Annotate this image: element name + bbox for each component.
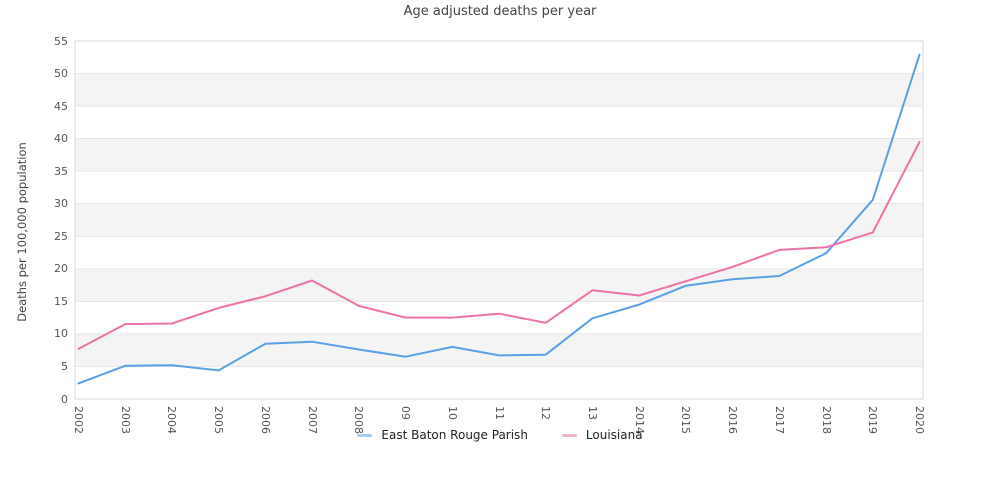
background-band <box>75 268 923 302</box>
y-tick-label-45: 45 <box>54 99 68 113</box>
legend-label-louisiana: Louisiana <box>585 428 643 442</box>
series-line-louisiana <box>77 140 921 350</box>
y-tick-label-25: 25 <box>54 229 68 243</box>
series-line-east-baton-rouge-parish <box>77 53 921 385</box>
x-tick-label-09: 09 <box>399 406 413 420</box>
y-tick-label-55: 55 <box>54 34 68 48</box>
legend-item-louisiana[interactable]: Louisiana <box>561 428 643 442</box>
x-tick-label-13: 13 <box>585 406 599 420</box>
background-band <box>75 73 923 107</box>
background-band <box>75 138 923 172</box>
y-tick-label-15: 15 <box>54 294 68 308</box>
y-tick-label-10: 10 <box>54 327 68 341</box>
y-tick-label-50: 50 <box>54 67 68 81</box>
background-band <box>75 203 923 237</box>
y-tick-label-35: 35 <box>54 164 68 178</box>
y-tick-label-20: 20 <box>54 262 68 276</box>
y-tick-label-30: 30 <box>54 197 68 211</box>
chart-title: Age adjusted deaths per year <box>403 4 597 19</box>
plot-border <box>74 40 924 400</box>
y-tick-label-40: 40 <box>54 132 68 146</box>
legend-swatch-louisiana <box>561 433 577 437</box>
legend-swatch-east-baton-rouge-parish <box>357 433 373 437</box>
y-tick-label-0: 0 <box>61 392 68 406</box>
legend: East Baton Rouge Parish Louisiana <box>0 428 1000 442</box>
legend-item-east-baton-rouge-parish[interactable]: East Baton Rouge Parish <box>357 428 528 442</box>
y-tick-label-5: 5 <box>61 359 68 373</box>
x-tick-label-12: 12 <box>539 406 553 420</box>
background-band <box>75 333 923 367</box>
x-tick-label-11: 11 <box>492 406 506 420</box>
x-tick-label-10: 10 <box>445 406 459 420</box>
legend-label-east-baton-rouge-parish: East Baton Rouge Parish <box>381 428 528 442</box>
